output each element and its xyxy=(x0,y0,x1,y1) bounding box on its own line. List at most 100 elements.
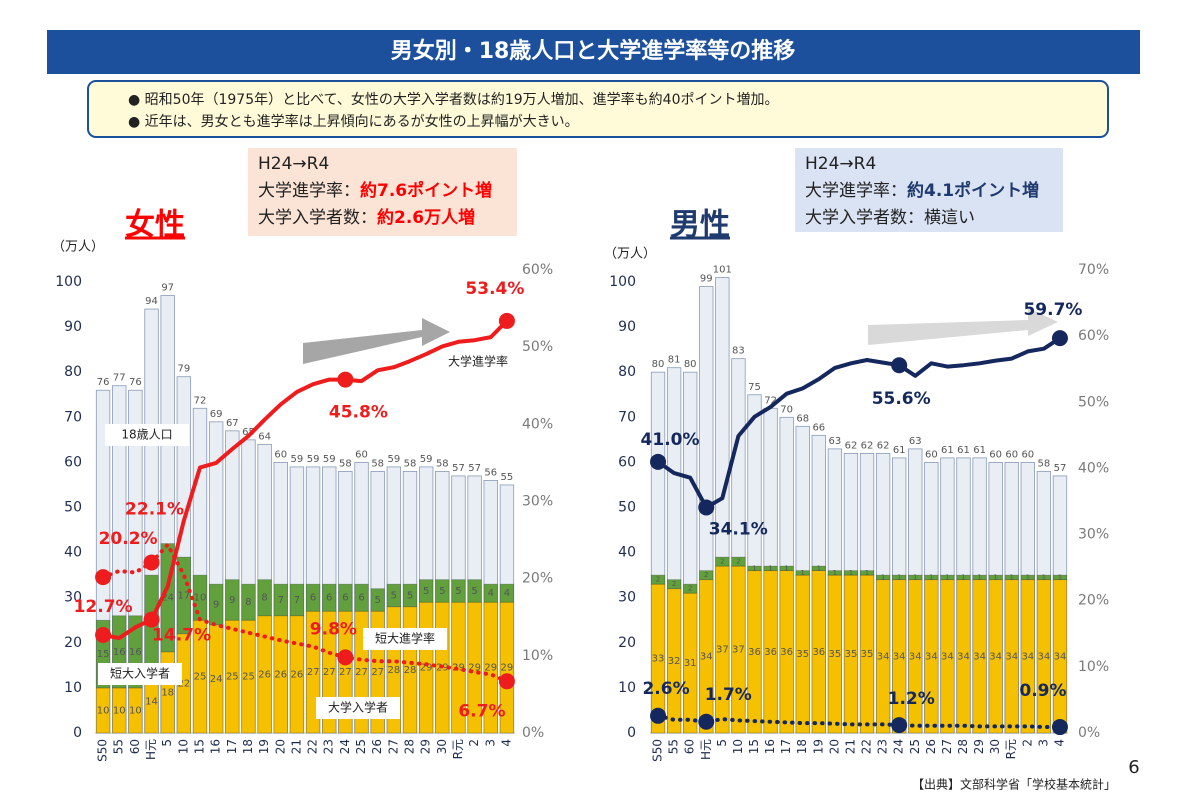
value-label: 1 xyxy=(977,573,981,581)
x-tick-label: 55 xyxy=(112,739,126,754)
rate-label: 20.2% xyxy=(99,529,158,549)
value-label: 1 xyxy=(1042,573,1046,581)
value-label: 28 xyxy=(404,665,417,676)
series-name: 短大進学率 xyxy=(375,631,435,646)
y-tick-label: 10 xyxy=(64,680,82,696)
x-tick-label: 27 xyxy=(940,739,954,754)
value-label: 8 xyxy=(261,593,267,604)
value-label: 22 xyxy=(177,678,190,689)
rate-label: 55.6% xyxy=(872,389,931,409)
value-label: 29 xyxy=(420,663,433,674)
value-label: 1 xyxy=(817,564,821,572)
value-label: 97 xyxy=(161,283,174,294)
x-tick-label: 10 xyxy=(176,739,190,754)
y2-tick-label: 40% xyxy=(1078,460,1109,476)
value-label: 35 xyxy=(829,649,842,660)
value-label: 65 xyxy=(242,427,255,438)
value-label: 72 xyxy=(764,395,777,406)
bar xyxy=(322,583,337,612)
value-label: 29 xyxy=(484,663,497,674)
value-label: 34 xyxy=(925,651,938,662)
rate-marker xyxy=(337,649,354,666)
value-label: 76 xyxy=(129,377,142,388)
callout-text: H24→R4 xyxy=(258,154,329,174)
bar xyxy=(483,583,498,603)
bar xyxy=(273,583,288,617)
callout-text: H24→R4 xyxy=(805,154,876,174)
bar xyxy=(908,574,923,581)
series-name-box xyxy=(98,663,182,685)
bullet: ● 昭和50年（1975年）と比べて、女性の大学入学者数は約19万人増加、進学率… xyxy=(128,91,778,108)
value-label: 63 xyxy=(909,436,922,447)
callout-text: 大学入学者数： xyxy=(258,208,377,228)
series-name: 短大入学者 xyxy=(110,666,170,681)
x-tick-label: 2 xyxy=(1020,739,1034,747)
value-label: 8 xyxy=(245,597,251,608)
value-label: 1 xyxy=(881,573,885,581)
x-tick-label: 18 xyxy=(795,739,809,754)
value-label: 17 xyxy=(177,590,190,601)
value-label: 60 xyxy=(274,449,287,460)
rate-label: 2.6% xyxy=(642,679,689,699)
value-label: 57 xyxy=(452,463,465,474)
x-tick-label: R元 xyxy=(1004,739,1018,759)
value-label: 63 xyxy=(829,436,842,447)
value-label: 1 xyxy=(929,573,933,581)
bar xyxy=(924,574,939,581)
value-label: 59 xyxy=(323,454,336,465)
bar xyxy=(289,583,305,617)
value-label: 64 xyxy=(258,431,271,442)
value-label: 56 xyxy=(484,467,497,478)
y-tick-label: 50 xyxy=(618,500,636,516)
x-tick-label: 22 xyxy=(306,739,320,754)
chart-heading: 男性 xyxy=(670,208,730,243)
x-tick-label: 20 xyxy=(827,739,841,754)
x-tick-label: 4 xyxy=(1052,739,1066,747)
bar xyxy=(940,574,955,581)
bar xyxy=(418,579,434,603)
x-tick-label: 28 xyxy=(403,739,417,754)
x-tick-label: 4 xyxy=(499,739,513,747)
value-label: 34 xyxy=(893,651,906,662)
bar xyxy=(666,579,682,590)
value-label: 60 xyxy=(925,449,938,460)
value-label: 37 xyxy=(732,645,745,656)
bar xyxy=(241,583,256,621)
x-tick-label: 23 xyxy=(876,739,890,754)
value-label: 6 xyxy=(326,593,332,604)
value-label: 28 xyxy=(387,665,400,676)
y2-tick-label: 20% xyxy=(1078,593,1109,609)
value-label: 80 xyxy=(652,359,665,370)
value-label: 33 xyxy=(652,654,665,665)
bar xyxy=(499,583,515,603)
rate-marker xyxy=(1051,330,1068,347)
value-label: 7 xyxy=(294,595,300,606)
rate-marker xyxy=(698,713,715,730)
rate-line xyxy=(656,713,1062,729)
rate-marker xyxy=(143,611,160,628)
value-label: 6 xyxy=(342,593,348,604)
value-label: 1 xyxy=(945,573,949,581)
rate-marker xyxy=(650,453,667,470)
callout-line: 大学進学率：約7.6ポイント増 xyxy=(258,180,492,201)
value-label: 14 xyxy=(145,696,158,707)
y2-tick-label: 70% xyxy=(1078,262,1109,278)
series-name-box xyxy=(316,697,400,719)
x-tick-label: 20 xyxy=(273,739,287,754)
bar xyxy=(779,565,794,572)
value-label: 27 xyxy=(339,667,352,678)
x-tick-label: H元 xyxy=(144,739,158,760)
value-label: 34 xyxy=(989,651,1002,662)
value-label: 34 xyxy=(700,651,713,662)
bar xyxy=(715,556,730,567)
value-label: 60 xyxy=(989,449,1002,460)
rate-label: 1.2% xyxy=(888,689,935,709)
x-tick-label: S50 xyxy=(651,739,665,762)
value-label: 10 xyxy=(129,705,142,716)
value-label: 1 xyxy=(768,564,772,572)
y-tick-label: 0 xyxy=(627,725,636,741)
value-label: 29 xyxy=(452,663,465,674)
value-label: 6 xyxy=(358,593,364,604)
x-tick-label: 16 xyxy=(209,739,223,754)
